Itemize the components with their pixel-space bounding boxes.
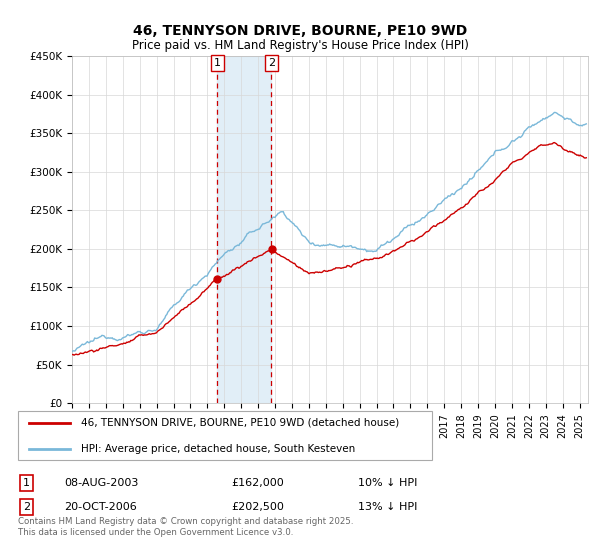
Text: 46, TENNYSON DRIVE, BOURNE, PE10 9WD (detached house): 46, TENNYSON DRIVE, BOURNE, PE10 9WD (de… [81,418,400,428]
Text: Contains HM Land Registry data © Crown copyright and database right 2025.
This d: Contains HM Land Registry data © Crown c… [18,517,353,536]
Bar [217,56,271,403]
Text: £162,000: £162,000 [231,478,284,488]
Text: £202,500: £202,500 [231,502,284,512]
Text: 46, TENNYSON DRIVE, BOURNE, PE10 9WD: 46, TENNYSON DRIVE, BOURNE, PE10 9WD [133,24,467,38]
Text: 10% ↓ HPI: 10% ↓ HPI [358,478,417,488]
Text: 1: 1 [214,58,221,68]
Text: 2: 2 [23,502,30,512]
Text: 2: 2 [268,58,275,68]
Text: 20-OCT-2006: 20-OCT-2006 [64,502,137,512]
Text: 08-AUG-2003: 08-AUG-2003 [64,478,138,488]
FancyBboxPatch shape [18,411,433,460]
Text: Price paid vs. HM Land Registry's House Price Index (HPI): Price paid vs. HM Land Registry's House … [131,39,469,53]
Text: HPI: Average price, detached house, South Kesteven: HPI: Average price, detached house, Sout… [81,444,355,454]
Text: 1: 1 [23,478,30,488]
Text: 13% ↓ HPI: 13% ↓ HPI [358,502,417,512]
